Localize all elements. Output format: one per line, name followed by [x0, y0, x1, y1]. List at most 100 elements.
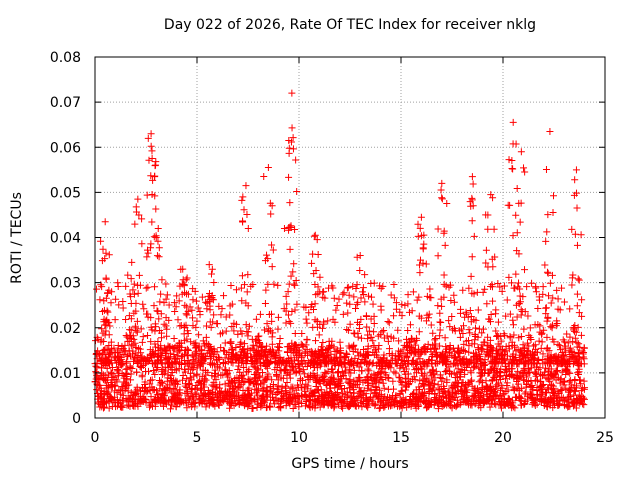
data-point — [108, 288, 116, 296]
data-point — [324, 317, 332, 325]
data-point — [146, 380, 154, 388]
data-point — [501, 332, 509, 340]
data-point — [148, 360, 156, 368]
data-point — [192, 339, 200, 347]
data-point — [130, 335, 138, 343]
data-point — [445, 391, 453, 399]
data-point — [178, 290, 186, 298]
data-point — [358, 288, 366, 296]
data-point — [343, 325, 351, 333]
data-point — [206, 352, 214, 360]
data-point — [517, 148, 525, 156]
data-point — [355, 352, 363, 360]
data-point — [272, 394, 280, 402]
data-point — [574, 369, 582, 377]
data-point — [382, 371, 390, 379]
data-point — [137, 325, 145, 333]
data-point — [172, 377, 180, 385]
data-point — [520, 359, 528, 367]
data-point — [201, 342, 209, 350]
data-point — [241, 402, 249, 410]
data-point — [183, 375, 191, 383]
data-point — [215, 401, 223, 409]
data-point — [239, 371, 247, 379]
data-point — [447, 281, 455, 289]
data-point — [222, 313, 230, 321]
data-point — [482, 377, 490, 385]
data-point — [163, 291, 171, 299]
data-point — [370, 279, 378, 287]
data-point — [365, 367, 373, 375]
data-point — [575, 368, 583, 376]
data-point — [115, 357, 123, 365]
data-point — [434, 386, 442, 394]
data-point — [111, 382, 119, 390]
data-point — [215, 302, 223, 310]
data-point — [524, 348, 532, 356]
data-point — [158, 379, 166, 387]
data-point — [572, 328, 580, 336]
y-tick-label: 0.02 — [50, 321, 81, 337]
data-point — [568, 281, 576, 289]
data-point — [427, 321, 435, 329]
data-point — [107, 395, 115, 403]
data-point — [144, 283, 152, 291]
data-point — [496, 283, 504, 291]
data-point — [380, 351, 388, 359]
data-point — [245, 390, 253, 398]
data-point — [486, 403, 494, 411]
data-point — [416, 269, 424, 277]
data-point — [404, 291, 412, 299]
data-point — [155, 344, 163, 352]
data-point — [402, 335, 410, 343]
data-point — [173, 366, 181, 374]
data-point — [293, 300, 301, 308]
data-point — [212, 369, 220, 377]
data-point — [203, 349, 211, 357]
data-point — [380, 384, 388, 392]
data-point — [520, 325, 528, 333]
data-point — [125, 337, 133, 345]
data-point — [430, 384, 438, 392]
data-point — [223, 391, 231, 399]
data-point — [424, 378, 432, 386]
data-point — [199, 391, 207, 399]
data-point — [191, 349, 199, 357]
data-point — [232, 389, 240, 397]
data-point — [207, 270, 215, 278]
data-point — [195, 331, 203, 339]
data-point — [347, 369, 355, 377]
data-point — [502, 360, 510, 368]
data-point — [482, 259, 490, 267]
data-point — [303, 319, 311, 327]
data-point — [336, 358, 344, 366]
data-point — [461, 347, 469, 355]
data-point — [345, 291, 353, 299]
data-point — [216, 330, 224, 338]
data-point — [342, 367, 350, 375]
data-point — [266, 403, 274, 411]
data-point — [416, 385, 424, 393]
data-point — [436, 342, 444, 350]
data-point — [274, 360, 282, 368]
data-point — [162, 280, 170, 288]
data-point — [301, 390, 309, 398]
data-point — [97, 364, 105, 372]
data-point — [264, 392, 272, 400]
data-point — [135, 271, 143, 279]
data-point — [573, 189, 581, 197]
data-point — [128, 258, 136, 266]
data-point — [437, 319, 445, 327]
data-point — [396, 374, 404, 382]
data-point — [537, 370, 545, 378]
data-point — [98, 283, 106, 291]
data-point — [565, 360, 573, 368]
data-point — [312, 291, 320, 299]
data-point — [349, 393, 357, 401]
data-point — [180, 281, 188, 289]
data-point — [545, 385, 553, 393]
data-point — [366, 373, 374, 381]
data-point — [547, 299, 555, 307]
data-point — [557, 360, 565, 368]
data-point — [509, 403, 517, 411]
